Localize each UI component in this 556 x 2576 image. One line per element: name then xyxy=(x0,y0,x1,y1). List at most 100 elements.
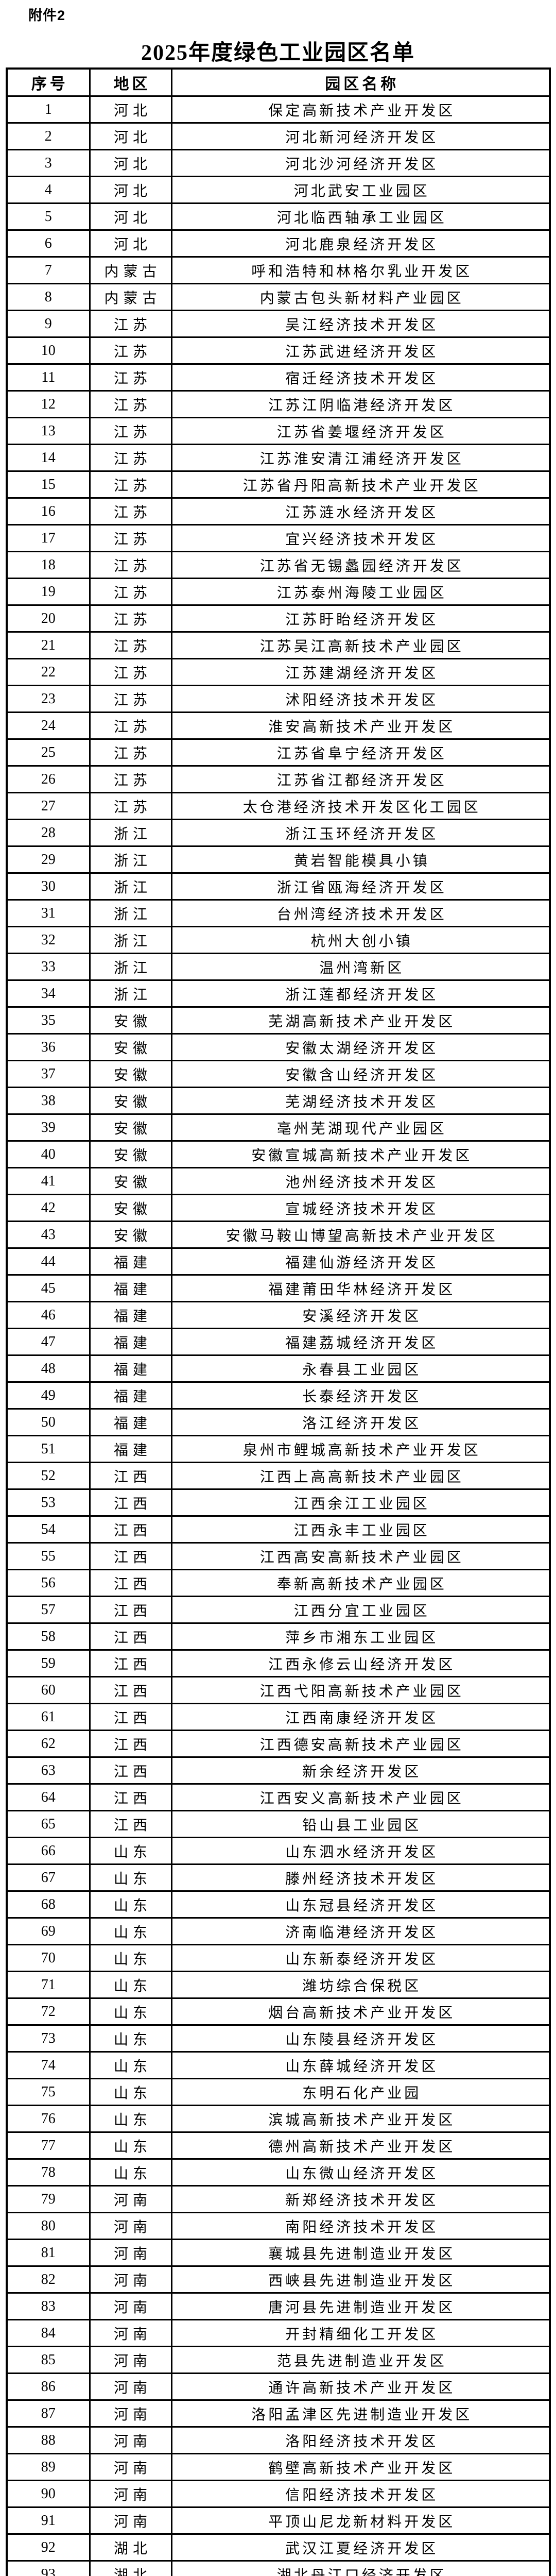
row-park-name: 开封精细化工开发区 xyxy=(170,2319,551,2347)
row-region: 安徽 xyxy=(89,1060,172,1088)
row-park-name: 洛阳孟津区先进制造业开发区 xyxy=(170,2399,551,2428)
row-index: 52 xyxy=(6,1462,91,1490)
row-park-name: 江西南康经济开发区 xyxy=(170,1703,551,1731)
row-region: 山东 xyxy=(89,1997,172,2026)
row-park-name: 宣城经济技术开发区 xyxy=(170,1194,551,1222)
row-region: 安徽 xyxy=(89,1087,172,1115)
row-region: 江西 xyxy=(89,1676,172,1704)
row-park-name: 范县先进制造业开发区 xyxy=(170,2346,551,2374)
row-region: 江西 xyxy=(89,1596,172,1624)
table-row: 41 安徽 池州经济技术开发区 xyxy=(6,1167,551,1195)
row-region: 浙江 xyxy=(89,819,172,847)
row-park-name: 江苏省阜宁经济开发区 xyxy=(170,738,551,767)
table-row: 17 江苏 宜兴经济技术开发区 xyxy=(6,524,551,552)
row-park-name: 亳州芜湖现代产业园区 xyxy=(170,1113,551,1142)
row-region: 河北 xyxy=(89,122,172,150)
table-row: 32 浙江 杭州大创小镇 xyxy=(6,926,551,954)
row-park-name: 浙江莲都经济开发区 xyxy=(170,979,551,1008)
row-index: 40 xyxy=(6,1140,91,1168)
row-region: 山东 xyxy=(89,2078,172,2106)
row-park-name: 山东泗水经济开发区 xyxy=(170,1837,551,1865)
table-row: 6 河北 河北鹿泉经济开发区 xyxy=(6,229,551,258)
row-park-name: 长泰经济开发区 xyxy=(170,1381,551,1410)
row-park-name: 保定高新技术产业开发区 xyxy=(170,95,551,124)
row-region: 江苏 xyxy=(89,417,172,445)
row-region: 山东 xyxy=(89,1917,172,1945)
page-title: 2025年度绿色工业园区名单 xyxy=(141,41,415,65)
table-row: 57 江西 江西分宜工业园区 xyxy=(6,1596,551,1624)
row-index: 65 xyxy=(6,1810,91,1838)
row-index: 91 xyxy=(6,2506,91,2535)
row-region: 江苏 xyxy=(89,470,172,499)
table-row: 38 安徽 芜湖经济技术开发区 xyxy=(6,1087,551,1115)
row-region: 安徽 xyxy=(89,1167,172,1195)
row-park-name: 安徽马鞍山博望高新技术产业开发区 xyxy=(170,1221,551,1249)
row-park-name: 温州湾新区 xyxy=(170,953,551,981)
row-index: 44 xyxy=(6,1247,91,1276)
row-index: 24 xyxy=(6,711,91,740)
row-index: 8 xyxy=(6,283,91,311)
row-index: 69 xyxy=(6,1917,91,1945)
table-row: 93 湖北 湖北丹江口经济开发区 xyxy=(6,2560,551,2576)
table-row: 66 山东 山东泗水经济开发区 xyxy=(6,1837,551,1865)
row-park-name: 奉新高新技术产业园区 xyxy=(170,1569,551,1597)
row-park-name: 江苏建湖经济开发区 xyxy=(170,658,551,686)
row-index: 10 xyxy=(6,336,91,365)
row-index: 1 xyxy=(6,95,91,124)
row-region: 福建 xyxy=(89,1435,172,1463)
row-index: 2 xyxy=(6,122,91,150)
row-index: 53 xyxy=(6,1488,91,1517)
table-row: 12 江苏 江苏江阴临港经济开发区 xyxy=(6,390,551,418)
row-region: 江西 xyxy=(89,1756,172,1785)
row-region: 江苏 xyxy=(89,310,172,338)
row-region: 福建 xyxy=(89,1408,172,1436)
header-park-name: 园区名称 xyxy=(170,67,551,97)
table-row: 51 福建 泉州市鲤城高新技术产业开发区 xyxy=(6,1435,551,1463)
table-row: 77 山东 德州高新技术产业开发区 xyxy=(6,2131,551,2160)
row-index: 12 xyxy=(6,390,91,418)
row-region: 福建 xyxy=(89,1354,172,1383)
row-index: 61 xyxy=(6,1703,91,1731)
row-index: 35 xyxy=(6,1006,91,1035)
row-index: 60 xyxy=(6,1676,91,1704)
row-park-name: 河北临西轴承工业园区 xyxy=(170,202,551,231)
table-row: 69 山东 济南临港经济开发区 xyxy=(6,1917,551,1945)
row-park-name: 永春县工业园区 xyxy=(170,1354,551,1383)
row-index: 85 xyxy=(6,2346,91,2374)
row-region: 山东 xyxy=(89,2024,172,2053)
table-row: 62 江西 江西德安高新技术产业园区 xyxy=(6,1730,551,1758)
row-park-name: 宿迁经济技术开发区 xyxy=(170,363,551,392)
row-region: 河南 xyxy=(89,2265,172,2294)
table-row: 54 江西 江西永丰工业园区 xyxy=(6,1515,551,1544)
table-row: 65 江西 铅山县工业园区 xyxy=(6,1810,551,1838)
row-park-name: 江苏省丹阳高新技术产业开发区 xyxy=(170,470,551,499)
row-park-name: 滨城高新技术产业开发区 xyxy=(170,2105,551,2133)
row-park-name: 山东陵县经济开发区 xyxy=(170,2024,551,2053)
row-region: 江苏 xyxy=(89,551,172,579)
row-region: 江西 xyxy=(89,1703,172,1731)
row-region: 山东 xyxy=(89,1944,172,1972)
table-row: 46 福建 安溪经济开发区 xyxy=(6,1301,551,1329)
row-index: 62 xyxy=(6,1730,91,1758)
table-row: 30 浙江 浙江省瓯海经济开发区 xyxy=(6,872,551,901)
row-region: 山东 xyxy=(89,2051,172,2079)
row-region: 江西 xyxy=(89,1783,172,1811)
row-region: 安徽 xyxy=(89,1006,172,1035)
row-park-name: 江苏吴江高新技术产业园区 xyxy=(170,631,551,659)
row-park-name: 武汉江夏经济开发区 xyxy=(170,2533,551,2562)
row-region: 河南 xyxy=(89,2212,172,2240)
row-index: 49 xyxy=(6,1381,91,1410)
row-park-name: 江苏省姜堰经济开发区 xyxy=(170,417,551,445)
row-region: 山东 xyxy=(89,1837,172,1865)
row-park-name: 萍乡市湘东工业园区 xyxy=(170,1622,551,1651)
header-index: 序号 xyxy=(6,67,91,97)
row-region: 江西 xyxy=(89,1622,172,1651)
table-row: 5 河北 河北临西轴承工业园区 xyxy=(6,202,551,231)
row-index: 15 xyxy=(6,470,91,499)
table-row: 47 福建 福建荔城经济开发区 xyxy=(6,1328,551,1356)
row-region: 河南 xyxy=(89,2399,172,2428)
row-region: 河南 xyxy=(89,2319,172,2347)
row-park-name: 芜湖高新技术产业开发区 xyxy=(170,1006,551,1035)
table-row: 83 河南 唐河县先进制造业开发区 xyxy=(6,2292,551,2320)
row-park-name: 淮安高新技术产业开发区 xyxy=(170,711,551,740)
